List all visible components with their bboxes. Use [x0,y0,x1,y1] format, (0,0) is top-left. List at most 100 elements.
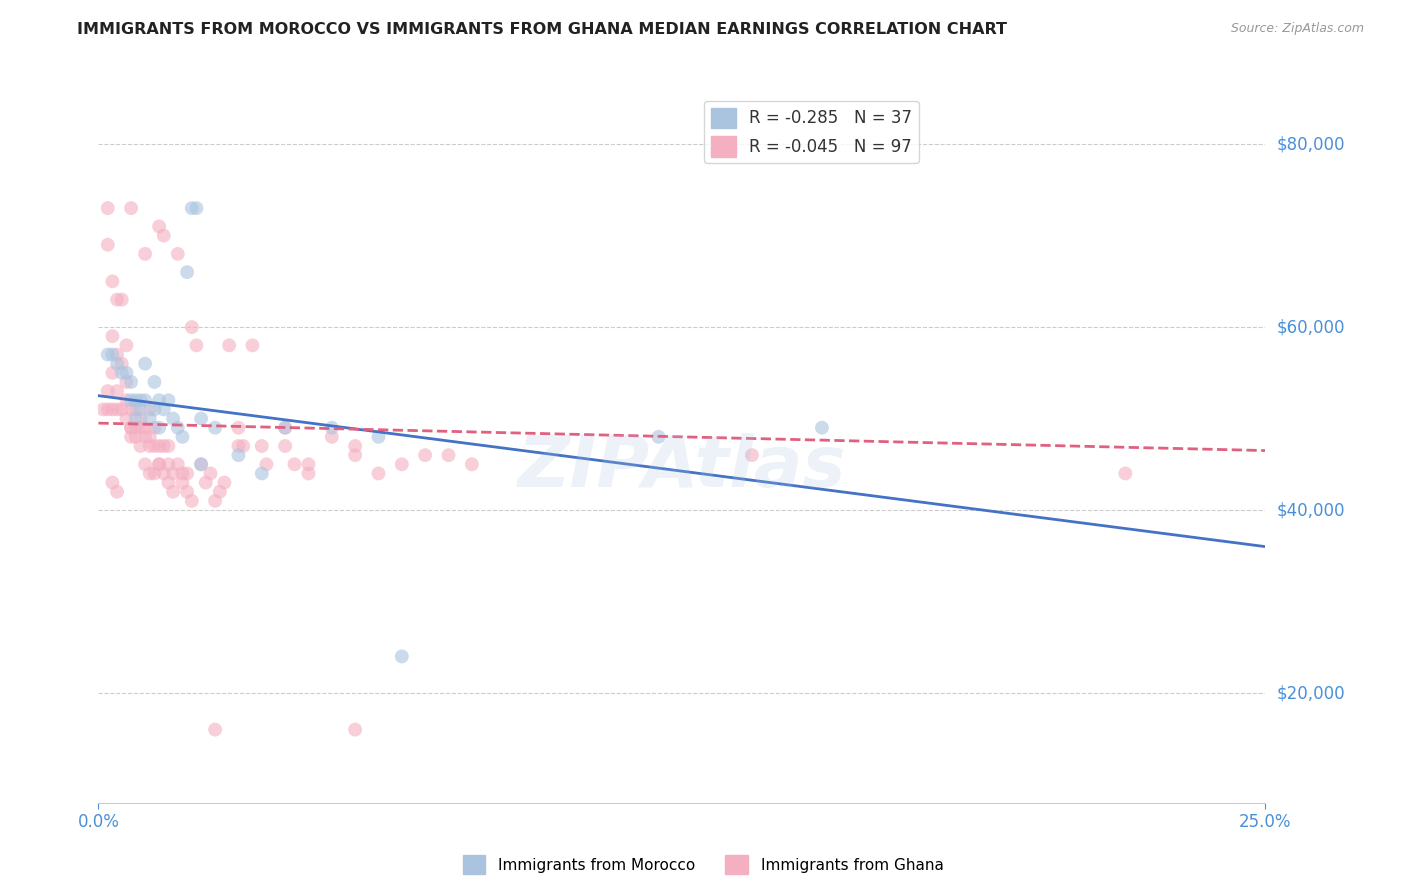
Point [152,467,174,481]
Point [190,411,212,425]
Point [176,484,198,499]
Point [204,723,226,737]
Point [120,201,142,215]
Point [148,420,170,434]
Point [115,411,138,425]
Point [97,402,120,417]
Point [111,402,134,417]
Point [134,420,156,434]
Text: $80,000: $80,000 [1277,135,1346,153]
Point [125,430,148,444]
Text: $60,000: $60,000 [1277,318,1346,336]
Point [391,458,413,472]
Point [125,402,148,417]
Point [129,439,152,453]
Point [157,393,180,408]
Point [120,420,142,434]
Point [148,458,170,472]
Point [344,439,367,453]
Point [242,338,264,352]
Text: ZIPAtlas: ZIPAtlas [517,433,846,502]
Point [250,467,273,481]
Point [101,475,124,490]
Point [190,458,212,472]
Point [162,484,184,499]
Point [143,467,166,481]
Point [186,338,208,352]
Point [111,293,134,307]
Point [176,265,198,279]
Point [129,393,152,408]
Point [115,375,138,389]
Point [143,375,166,389]
Point [129,402,152,417]
Legend: Immigrants from Morocco, Immigrants from Ghana: Immigrants from Morocco, Immigrants from… [457,849,949,880]
Point [105,347,128,361]
Point [391,649,413,664]
Point [139,467,162,481]
Point [115,366,138,380]
Point [125,420,148,434]
Point [204,494,226,508]
Text: IMMIGRANTS FROM MOROCCO VS IMMIGRANTS FROM GHANA MEDIAN EARNINGS CORRELATION CHA: IMMIGRANTS FROM MOROCCO VS IMMIGRANTS FR… [77,22,1007,37]
Point [437,448,460,462]
Point [120,420,142,434]
Point [101,366,124,380]
Point [321,430,343,444]
Point [162,411,184,425]
Point [321,420,343,434]
Point [232,439,254,453]
Point [105,293,128,307]
Point [101,402,124,417]
Point [647,430,669,444]
Point [180,320,202,334]
Point [139,402,162,417]
Point [101,347,124,361]
Point [228,439,250,453]
Point [143,402,166,417]
Point [125,411,148,425]
Point [200,467,222,481]
Point [115,393,138,408]
Point [91,402,114,417]
Point [157,439,180,453]
Point [194,475,217,490]
Point [134,357,156,371]
Point [172,467,194,481]
Point [97,237,120,252]
Point [166,420,188,434]
Point [105,484,128,499]
Point [283,458,305,472]
Point [186,201,208,215]
Point [1114,467,1136,481]
Point [256,458,278,472]
Point [97,347,120,361]
Point [208,484,231,499]
Point [811,420,834,434]
Point [214,475,236,490]
Point [152,228,174,243]
Text: Source: ZipAtlas.com: Source: ZipAtlas.com [1230,22,1364,36]
Point [413,448,436,462]
Point [297,458,319,472]
Point [204,420,226,434]
Point [139,411,162,425]
Point [125,393,148,408]
Point [134,247,156,261]
Point [176,467,198,481]
Point [148,219,170,234]
Point [105,384,128,398]
Point [152,402,174,417]
Point [180,494,202,508]
Point [190,458,212,472]
Text: $20,000: $20,000 [1277,684,1346,702]
Point [367,467,389,481]
Point [101,274,124,288]
Point [172,430,194,444]
Point [143,439,166,453]
Point [111,366,134,380]
Point [148,439,170,453]
Point [228,448,250,462]
Point [180,201,202,215]
Point [172,475,194,490]
